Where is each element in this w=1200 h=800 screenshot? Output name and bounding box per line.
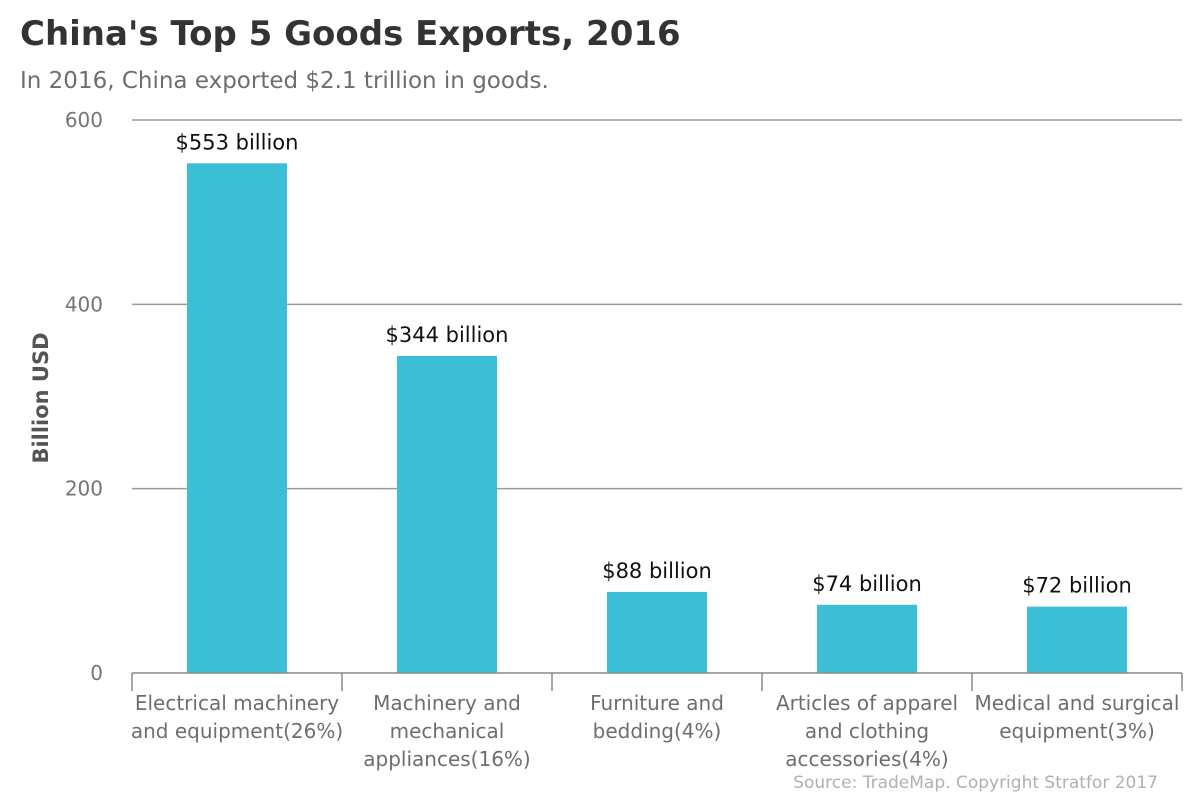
labels: 0 200 400 600 $553 billion Electrical machine… bbox=[65, 108, 1180, 771]
x-tick-label: Machinery and mechanical appliances(16%) bbox=[363, 691, 530, 771]
chart-subtitle: In 2016, China exported $2.1 trillion in… bbox=[20, 68, 549, 94]
source-note: Source: TradeMap. Copyright Stratfor 201… bbox=[793, 773, 1158, 793]
bar bbox=[187, 163, 287, 673]
x-tick-label: Articles of apparel and clothing accessori… bbox=[776, 691, 958, 771]
x-tick-label: Medical and surgical equipment(3%) bbox=[975, 691, 1180, 743]
y-tick-label: 600 bbox=[65, 108, 103, 132]
bar bbox=[607, 591, 707, 673]
data-label: $88 billion bbox=[602, 559, 712, 583]
y-tick-label: 200 bbox=[65, 477, 103, 501]
x-tick-label: Furniture and bedding(4%) bbox=[590, 691, 724, 743]
data-label: $72 billion bbox=[1022, 574, 1132, 598]
data-label: $553 billion bbox=[176, 130, 299, 154]
y-tick-label: 0 bbox=[90, 661, 103, 685]
y-tick-label: 400 bbox=[65, 292, 103, 316]
x-tick-label: Electrical machinery and equipment(26%) bbox=[131, 691, 343, 743]
bars bbox=[187, 163, 1127, 673]
bar bbox=[817, 604, 917, 673]
data-label: $74 billion bbox=[812, 572, 922, 596]
data-label: $344 billion bbox=[386, 323, 509, 347]
x-axis bbox=[131, 672, 1183, 691]
bar bbox=[1027, 606, 1127, 673]
bar bbox=[397, 355, 497, 673]
chart-title: China's Top 5 Goods Exports, 2016 bbox=[20, 14, 681, 54]
gridlines bbox=[132, 119, 1182, 490]
